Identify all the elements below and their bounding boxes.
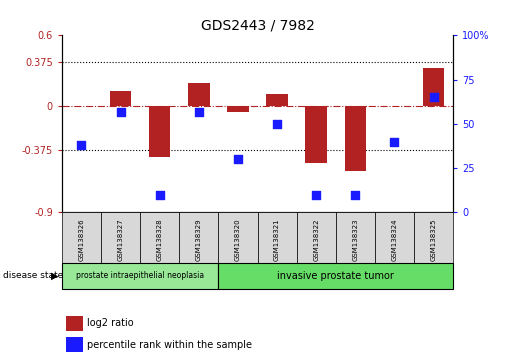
Text: GSM138323: GSM138323 — [352, 218, 358, 261]
Text: GSM138320: GSM138320 — [235, 218, 241, 261]
Bar — [218, 212, 258, 264]
Point — [273, 121, 281, 127]
Text: GSM138324: GSM138324 — [391, 219, 398, 261]
Text: GSM138325: GSM138325 — [431, 219, 437, 261]
Bar — [227, 106, 249, 112]
Point — [312, 192, 320, 198]
Text: log2 ratio: log2 ratio — [87, 318, 134, 329]
Point — [234, 156, 242, 162]
Point — [156, 192, 164, 198]
Bar — [218, 263, 453, 289]
Text: GSM138328: GSM138328 — [157, 218, 163, 261]
Text: disease state: disease state — [3, 271, 63, 280]
Point — [77, 142, 85, 148]
Text: GSM138327: GSM138327 — [117, 218, 124, 261]
Bar — [297, 212, 336, 264]
Bar — [375, 212, 414, 264]
Bar — [179, 212, 218, 264]
Bar — [110, 91, 131, 106]
Bar — [345, 106, 366, 171]
Point — [116, 109, 125, 114]
Point — [351, 192, 359, 198]
Text: ▶: ▶ — [50, 270, 58, 280]
Bar — [66, 316, 83, 331]
Text: GSM138322: GSM138322 — [313, 219, 319, 261]
Bar — [101, 212, 140, 264]
Text: prostate intraepithelial neoplasia: prostate intraepithelial neoplasia — [76, 271, 204, 280]
Title: GDS2443 / 7982: GDS2443 / 7982 — [200, 19, 315, 33]
Bar — [188, 82, 210, 106]
Point — [390, 139, 399, 144]
Text: percentile rank within the sample: percentile rank within the sample — [87, 339, 252, 350]
Bar — [149, 106, 170, 157]
Bar — [258, 212, 297, 264]
Text: GSM138321: GSM138321 — [274, 218, 280, 261]
Bar — [336, 212, 375, 264]
Bar — [423, 68, 444, 106]
Bar — [62, 263, 218, 289]
Bar — [66, 337, 83, 352]
Bar — [305, 106, 327, 163]
Point — [195, 109, 203, 114]
Bar — [62, 212, 101, 264]
Text: invasive prostate tumor: invasive prostate tumor — [278, 271, 394, 281]
Bar — [414, 212, 453, 264]
Text: GSM138326: GSM138326 — [78, 218, 84, 261]
Point — [430, 95, 438, 100]
Text: GSM138329: GSM138329 — [196, 218, 202, 261]
Bar — [266, 95, 288, 106]
Bar — [140, 212, 179, 264]
